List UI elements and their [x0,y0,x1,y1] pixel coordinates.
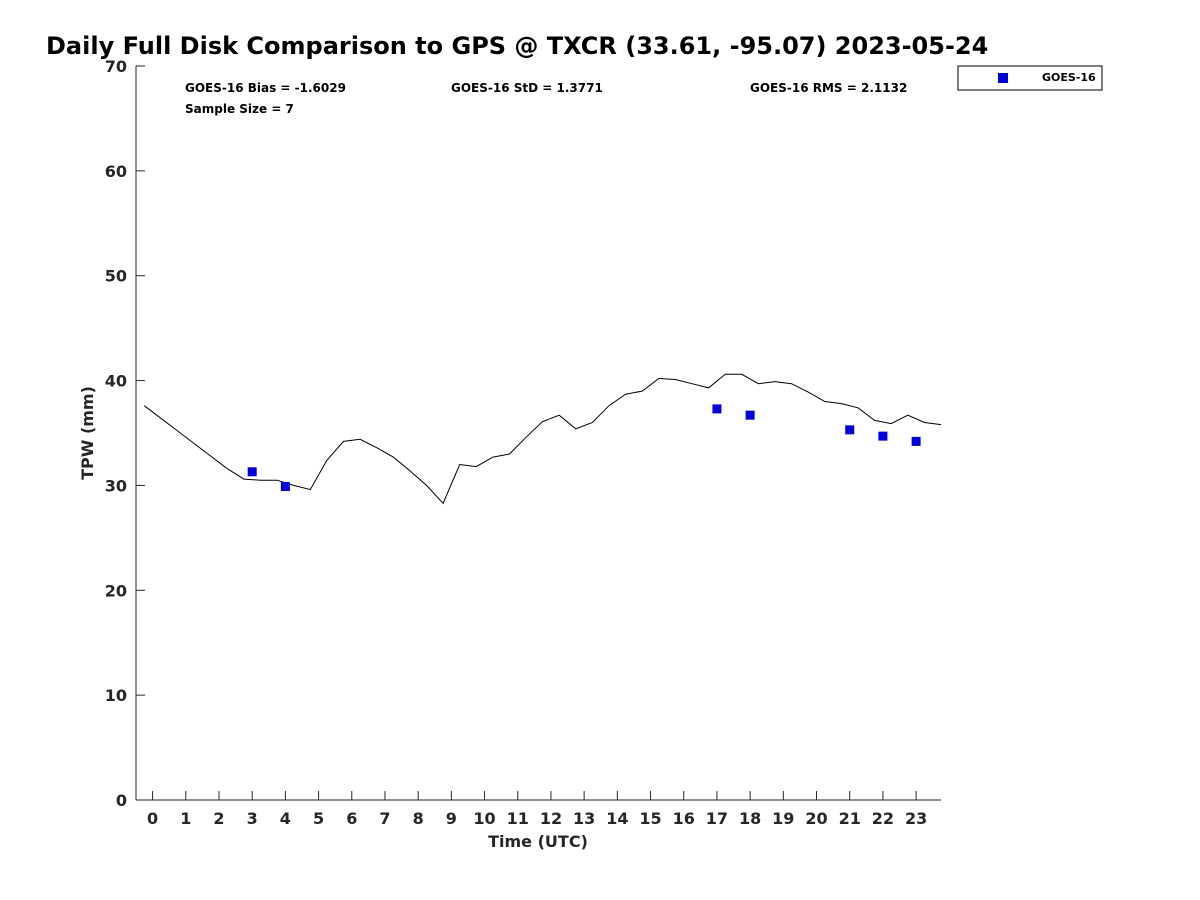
x-tick-label: 15 [639,809,661,828]
x-ticks: 0 1 2 3 4 5 6 7 8 9 10 11 12 13 14 15 16 17 18 19 20 21 22 23 [147,791,927,828]
y-tick-label: 0 [116,791,127,810]
x-tick-label: 22 [872,809,894,828]
gps-tpw-line [143,373,942,505]
goes-16-point [745,410,755,420]
x-tick-label: 10 [473,809,495,828]
x-tick-label: 19 [772,809,794,828]
legend-label-goes-16: GOES-16 [1042,71,1096,84]
stat-std: GOES-16 StD = 1.3771 [451,81,603,95]
x-tick-label: 16 [673,809,695,828]
y-tick-label: 50 [105,267,127,286]
x-tick-label: 11 [507,809,529,828]
chart-title: Daily Full Disk Comparison to GPS @ TXCR… [46,32,988,60]
y-tick-label: 10 [105,686,127,705]
legend-marker-goes-16 [998,73,1008,83]
y-tick-label: 40 [105,372,127,391]
y-tick-label: 30 [105,476,127,495]
y-ticks: 0 10 20 30 40 50 60 70 [105,57,145,810]
x-tick-label: 23 [905,809,927,828]
goes-16-point [280,481,290,491]
x-tick-label: 18 [739,809,761,828]
legend-box [957,65,1103,91]
x-tick-label: 6 [346,809,357,828]
x-tick-label: 8 [413,809,424,828]
goes-16-point [712,404,722,414]
stat-rms: GOES-16 RMS = 2.1132 [750,81,907,95]
x-axis-label: Time (UTC) [488,832,588,851]
x-tick-label: 4 [280,809,291,828]
x-tick-label: 2 [213,809,224,828]
y-tick-label: 70 [105,57,127,76]
x-tick-label: 1 [180,809,191,828]
y-axis-label: TPW (mm) [78,386,97,480]
stat-sample-size: Sample Size = 7 [185,102,294,116]
x-tick-label: 17 [706,809,728,828]
stat-bias: GOES-16 Bias = -1.6029 [185,81,346,95]
x-tick-label: 20 [805,809,827,828]
goes-16-point [911,436,921,446]
goes-16-point [878,431,888,441]
y-tick-label: 20 [105,581,127,600]
x-tick-label: 14 [606,809,628,828]
goes-16-point [247,467,257,477]
x-tick-label: 0 [147,809,158,828]
x-tick-label: 21 [839,809,861,828]
goes-16-point [845,425,855,435]
x-tick-label: 9 [446,809,457,828]
legend: GOES-16 [957,65,1103,91]
x-tick-label: 12 [540,809,562,828]
y-tick-label: 60 [105,162,127,181]
x-tick-label: 13 [573,809,595,828]
x-tick-label: 3 [247,809,258,828]
x-tick-label: 7 [379,809,390,828]
x-tick-label: 5 [313,809,324,828]
series-layer [143,373,942,505]
